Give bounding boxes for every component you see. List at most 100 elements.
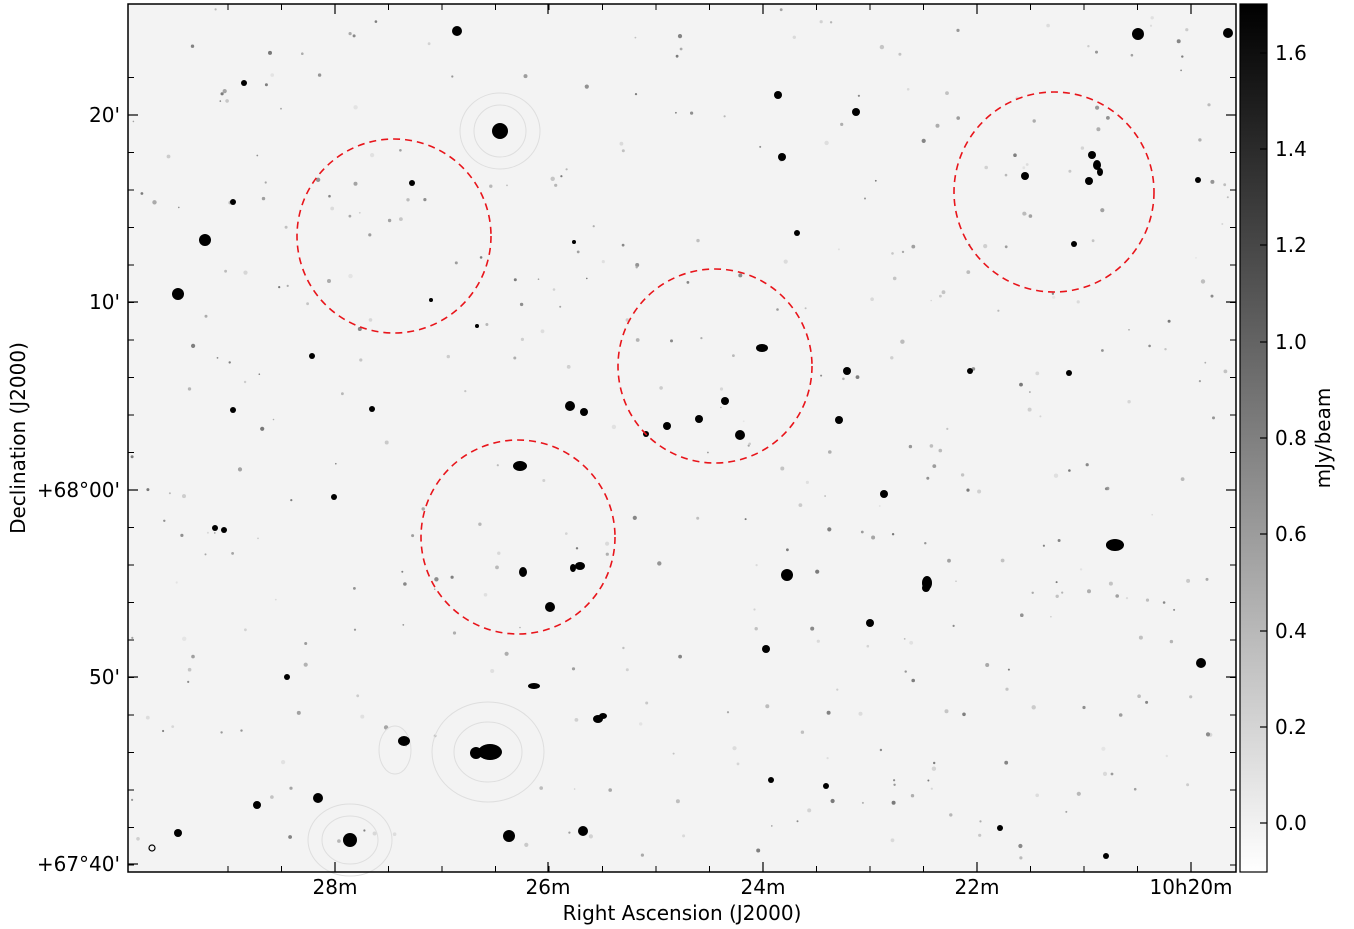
radio-source (253, 801, 261, 809)
noise-speck (335, 462, 337, 465)
noise-speck (952, 624, 955, 628)
noise-speck (966, 270, 971, 274)
noise-speck (946, 427, 949, 430)
radio-source (768, 777, 774, 783)
noise-speck (496, 464, 499, 467)
noise-speck (1138, 635, 1143, 640)
noise-speck (317, 73, 322, 77)
noise-speck (1226, 196, 1229, 199)
radio-source (781, 569, 793, 581)
noise-speck (191, 343, 196, 348)
noise-speck (228, 361, 231, 364)
colorbar: 1.6 1.4 1.2 1.0 0.8 0.6 0.4 0.2 0.0 mJy/… (1239, 3, 1335, 873)
colorbar-tick-label: 0.6 (1275, 522, 1307, 546)
noise-speck (1207, 103, 1211, 107)
noise-speck (605, 541, 610, 546)
radio-source (866, 619, 874, 627)
noise-speck (858, 711, 863, 716)
noise-speck (906, 88, 910, 91)
noise-speck (296, 710, 301, 715)
noise-speck (187, 667, 192, 672)
radio-source (967, 368, 973, 374)
noise-speck (679, 47, 683, 51)
noise-speck (1042, 544, 1045, 547)
radio-source (503, 830, 515, 842)
noise-speck (1031, 705, 1036, 710)
noise-speck (187, 680, 190, 684)
noise-speck (941, 290, 946, 295)
noise-speck (1035, 371, 1040, 376)
noise-speck (542, 479, 546, 482)
noise-speck (303, 662, 308, 667)
noise-speck (827, 527, 832, 532)
noise-speck (1169, 639, 1174, 644)
radio-source (572, 240, 576, 244)
noise-speck (776, 308, 779, 311)
radio-source (794, 230, 800, 236)
noise-speck (434, 577, 439, 582)
noise-speck (370, 153, 375, 158)
noise-speck (754, 627, 758, 631)
noise-speck (945, 91, 949, 95)
noise-speck (1068, 469, 1071, 472)
noise-speck (1186, 783, 1190, 787)
noise-speck (384, 440, 389, 445)
noise-speck (1151, 513, 1153, 516)
noise-speck (1055, 581, 1058, 584)
noise-speck (140, 192, 144, 195)
noise-speck (1020, 613, 1024, 617)
noise-speck (264, 181, 267, 184)
noise-speck (260, 426, 265, 431)
noise-speck (368, 233, 372, 237)
noise-speck (163, 519, 166, 522)
radio-source (843, 367, 851, 375)
noise-speck (270, 795, 274, 799)
noise-speck (625, 318, 629, 322)
sky-background (128, 4, 1236, 872)
noise-speck (1022, 166, 1026, 170)
noise-speck (360, 714, 365, 719)
region-circles (296, 91, 1155, 635)
noise-speck (1079, 568, 1083, 571)
noise-speck (983, 244, 988, 249)
noise-speck (306, 302, 309, 306)
radio-source (174, 829, 182, 837)
colorbar-tick-label: 1.6 (1275, 41, 1307, 65)
noise-speck (930, 299, 932, 302)
noise-speck (222, 89, 227, 94)
noise-speck (1110, 772, 1114, 776)
noise-speck (1150, 16, 1154, 20)
noise-speck (136, 837, 140, 841)
noise-speck (1205, 577, 1209, 581)
noise-speck (204, 314, 208, 318)
noise-speck (513, 278, 517, 282)
x-tick-labels: 28m 26m 24m 22m 10h20m (313, 875, 1233, 899)
noise-speck (478, 522, 482, 526)
noise-speck (909, 640, 914, 645)
noise-speck (506, 184, 508, 187)
noise-speck (634, 93, 638, 96)
noise-speck (819, 20, 823, 24)
colorbar-tick-labels: 1.6 1.4 1.2 1.0 0.8 0.6 0.4 0.2 0.0 (1275, 41, 1307, 835)
noise-speck (190, 44, 195, 48)
noise-speck (187, 387, 192, 391)
noise-speck (756, 848, 761, 853)
noise-speck (1115, 594, 1119, 598)
region-circle-4 (953, 91, 1155, 293)
axis-minor-ticks (128, 4, 1236, 872)
radio-source (997, 825, 1003, 831)
noise-speck (891, 800, 896, 805)
noise-speck (1028, 214, 1033, 218)
noise-speck (1164, 348, 1167, 351)
noise-speck (824, 140, 829, 146)
noise-speck (924, 542, 927, 545)
noise-speck (328, 194, 331, 198)
noise-speck (280, 107, 282, 110)
colorbar-tick-label: 1.2 (1275, 233, 1307, 257)
noise-speck (1185, 28, 1189, 32)
noise-speck (696, 516, 700, 520)
noise-speck (866, 644, 870, 648)
noise-speck (219, 100, 222, 102)
noise-speck (182, 636, 187, 641)
radio-source (1223, 28, 1233, 38)
